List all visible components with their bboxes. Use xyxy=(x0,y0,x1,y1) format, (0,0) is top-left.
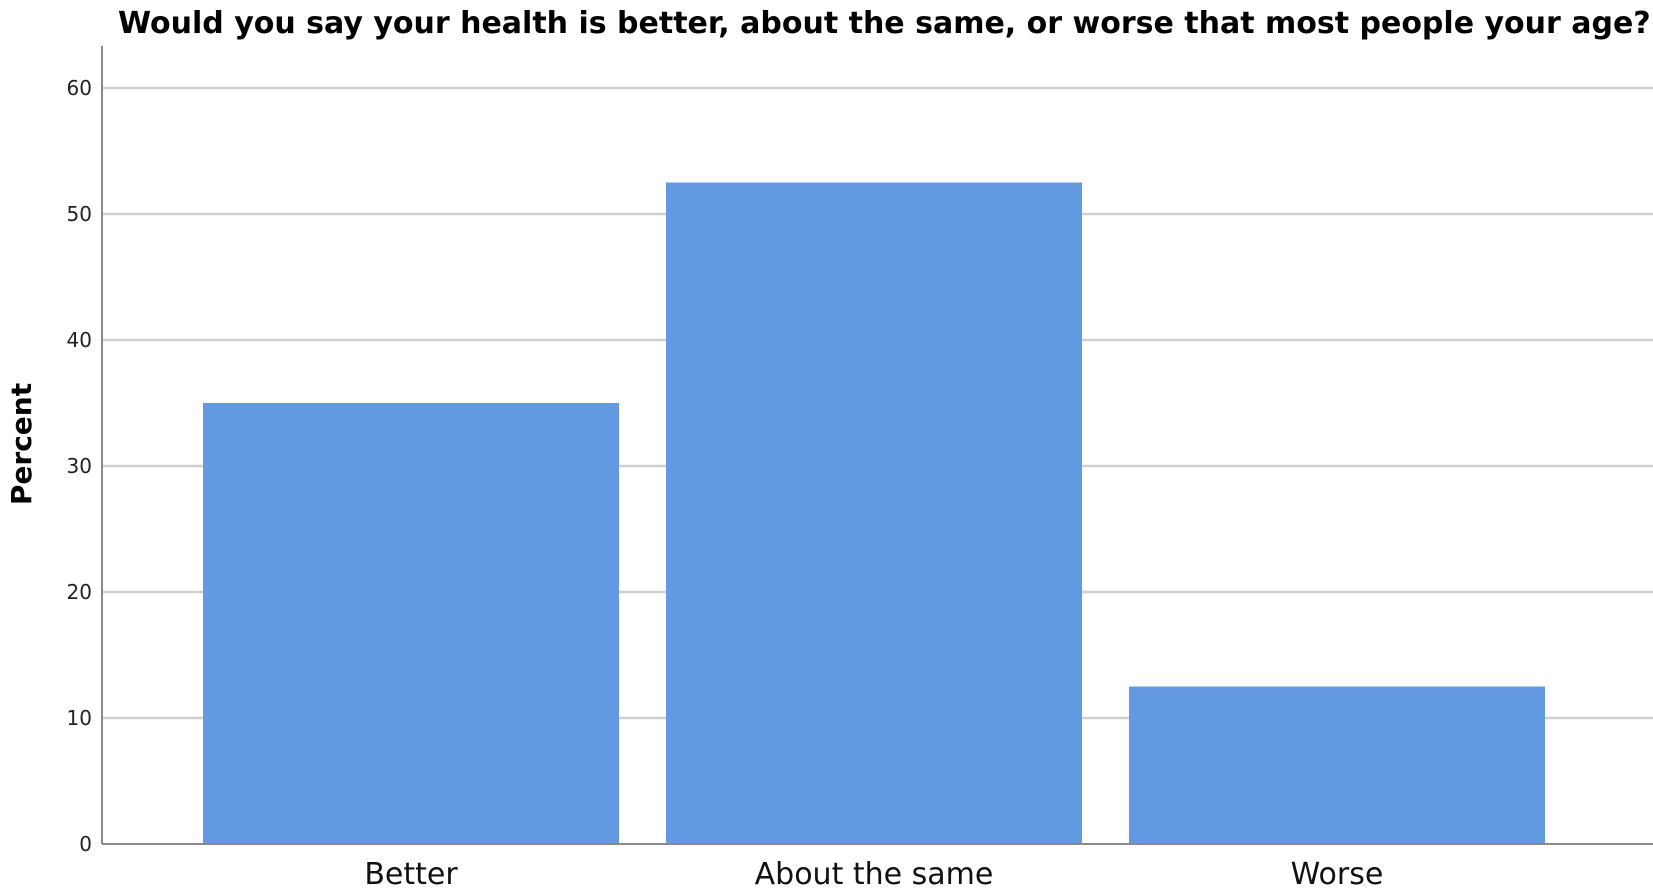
bar-about-the-same xyxy=(666,182,1082,844)
bar-worse xyxy=(1129,686,1545,844)
y-tick-label: 30 xyxy=(67,454,92,478)
x-tick-label: Better xyxy=(364,857,458,890)
y-tick-label: 20 xyxy=(67,580,92,604)
y-axis-label: Percent xyxy=(5,383,38,505)
y-tick-label: 40 xyxy=(67,328,92,352)
x-tick-label: About the same xyxy=(755,857,994,890)
chart-title: Would you say your health is better, abo… xyxy=(118,6,1651,41)
y-tick-label: 10 xyxy=(67,706,92,730)
y-tick-label: 60 xyxy=(67,76,92,100)
bars xyxy=(203,182,1545,844)
x-tick-label: Worse xyxy=(1291,857,1384,890)
bar-better xyxy=(203,403,619,844)
y-tick-label: 50 xyxy=(67,202,92,226)
x-tick-labels: Better About the same Worse xyxy=(364,857,1383,890)
y-tick-label: 0 xyxy=(79,832,92,856)
y-tick-labels: 0 10 20 30 40 50 60 xyxy=(67,76,92,856)
